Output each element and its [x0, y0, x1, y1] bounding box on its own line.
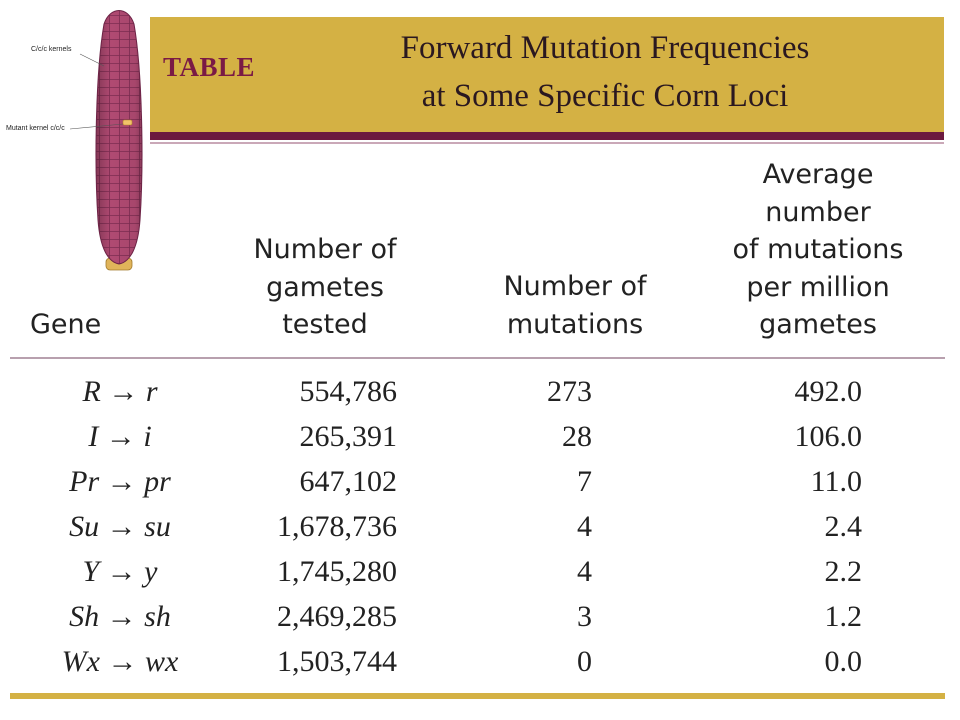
column-header-average: Average number of mutations per million … [708, 156, 928, 344]
gene-to: wx [144, 645, 179, 678]
table-row: Wx → wx 1,503,744 0 0.0 [0, 639, 960, 684]
arrow-icon: → [107, 645, 138, 678]
arrow-icon: → [105, 420, 136, 453]
kernel-label-normal: C/c/c kernels [31, 46, 72, 53]
arrow-icon: → [106, 465, 137, 498]
average-cell: 11.0 [810, 465, 862, 498]
average-cell: 2.2 [824, 555, 863, 588]
column-header-mutations-line: Number of [503, 271, 647, 302]
gene-from: Wx [61, 645, 100, 678]
gametes-cell: 265,391 [299, 420, 398, 453]
gametes-cell: 1,503,744 [277, 645, 397, 678]
column-header-average-line: per million [746, 271, 890, 303]
gene-cell: Pr → pr [45, 459, 195, 504]
gametes-cell: 1,678,736 [277, 510, 397, 543]
average-cell: 1.2 [824, 600, 863, 633]
column-header-gametes-line: gametes [266, 271, 384, 303]
average-cell: 2.4 [824, 510, 863, 543]
mutations-cell: 0 [577, 645, 592, 678]
gametes-cell: 647,102 [299, 465, 398, 498]
gene-from: Pr [69, 465, 100, 498]
column-header-mutations: Number of mutations [475, 268, 675, 343]
gametes-cell: 2,469,285 [277, 600, 397, 633]
table-row: Su → su 1,678,736 4 2.4 [0, 504, 960, 549]
column-header-gene: Gene [30, 309, 102, 340]
gene-to: su [144, 510, 171, 543]
gene-to: i [143, 420, 152, 453]
column-header-mutations-line: mutations [506, 308, 644, 340]
mutations-cell: 4 [577, 510, 592, 543]
gene-cell: Sh → sh [45, 594, 195, 639]
mutations-cell: 3 [577, 600, 592, 633]
gene-to: r [145, 375, 158, 408]
table-bottom-rule [10, 693, 945, 699]
average-cell: 0.0 [824, 645, 863, 678]
table-row: Sh → sh 2,469,285 3 1.2 [0, 594, 960, 639]
column-header-average-line: number [765, 196, 871, 228]
average-cell: 492.0 [794, 375, 863, 408]
column-header-average-line: Average [762, 159, 874, 190]
title-rule [150, 132, 944, 140]
gene-cell: Y → y [45, 549, 195, 594]
title-rule-thin [150, 142, 944, 144]
gene-cell: R → r [45, 369, 195, 414]
corn-cob-illustration [69, 10, 143, 271]
arrow-icon: → [106, 510, 137, 543]
gametes-cell: 554,786 [299, 375, 398, 408]
column-header-average-line: gametes [759, 309, 877, 340]
gene-from: I [88, 420, 99, 453]
mutant-kernel [122, 119, 133, 126]
gene-from: Sh [69, 600, 100, 633]
arrow-icon: → [108, 375, 139, 408]
column-header-gametes-line: tested [282, 309, 368, 340]
column-header-average-line: of mutations [732, 234, 904, 265]
mutations-cell: 4 [577, 555, 592, 588]
table-row: Y → y 1,745,280 4 2.2 [0, 549, 960, 594]
gene-from: Y [82, 555, 100, 588]
column-header-gametes: Number of gametes tested [230, 231, 420, 344]
table-row: Pr → pr 647,102 7 11.0 [0, 459, 960, 504]
arrow-icon: → [106, 600, 137, 633]
table-row: I → i 265,391 28 106.0 [0, 414, 960, 459]
gametes-cell: 1,745,280 [277, 555, 397, 588]
mutations-cell: 273 [547, 375, 592, 408]
mutations-cell: 28 [562, 420, 592, 453]
title-line-2: at Some Specific Corn Loci [421, 78, 789, 114]
gene-to: pr [144, 465, 171, 498]
title-line-1: Forward Mutation Frequencies [400, 30, 810, 66]
column-header-gametes-line: Number of [253, 234, 397, 265]
gene-to: y [144, 555, 158, 588]
average-cell: 106.0 [794, 420, 863, 453]
title-band [150, 17, 944, 132]
gene-cell: Su → su [45, 504, 195, 549]
gene-cell: Wx → wx [45, 639, 195, 684]
gene-from: R [82, 375, 101, 408]
gene-from: Su [69, 510, 100, 543]
mutations-cell: 7 [577, 465, 592, 498]
table-row: R → r 554,786 273 492.0 [0, 369, 960, 414]
kernel-label-mutant: Mutant kernel c/c/c [6, 125, 65, 132]
arrow-icon: → [106, 555, 137, 588]
gene-cell: I → i [45, 414, 195, 459]
table-tag: TABLE [163, 52, 256, 82]
gene-to: sh [144, 600, 171, 633]
header-divider [10, 357, 945, 359]
